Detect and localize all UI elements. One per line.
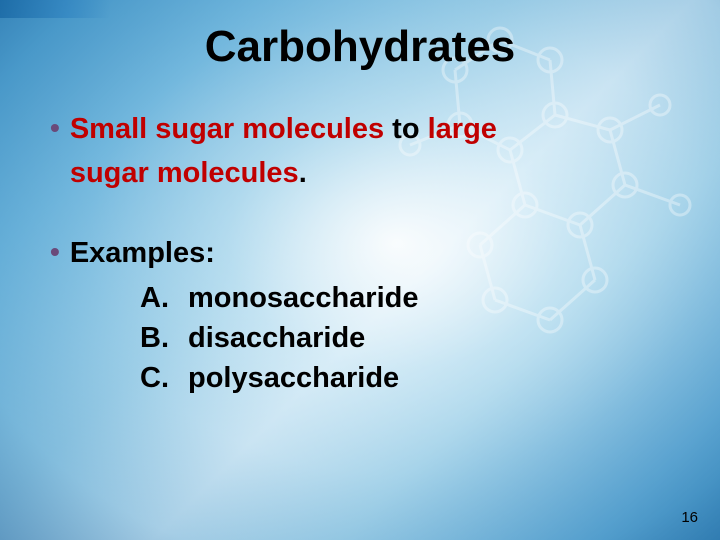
- bullet-1-text: Small sugar molecules to large: [70, 110, 497, 148]
- phrase-sugar-molecules: sugar molecules: [70, 157, 299, 189]
- example-a: A.monosaccharide: [140, 278, 670, 318]
- phrase-to: to: [384, 113, 428, 145]
- phrase-small-sugar: Small sugar molecules: [70, 113, 384, 145]
- bullet-1-cont: • sugar molecules.: [50, 154, 670, 192]
- example-letter: C.: [140, 358, 188, 398]
- phrase-large: large: [428, 113, 497, 145]
- example-letter: B.: [140, 318, 188, 358]
- example-text: monosaccharide: [188, 282, 418, 314]
- slide-title: Carbohydrates: [50, 22, 670, 72]
- example-text: disaccharide: [188, 322, 365, 354]
- bullet-dot: •: [50, 234, 60, 270]
- bullet-2: • Examples:: [50, 234, 670, 272]
- phrase-period: .: [299, 157, 307, 189]
- slide-content: Carbohydrates • Small sugar molecules to…: [0, 0, 720, 540]
- bullet-1-text-line2: sugar molecules.: [70, 154, 307, 192]
- bullet-1: • Small sugar molecules to large: [50, 110, 670, 148]
- page-number: 16: [681, 509, 698, 526]
- example-letter: A.: [140, 278, 188, 318]
- example-c: C.polysaccharide: [140, 358, 670, 398]
- example-b: B.disaccharide: [140, 318, 670, 358]
- example-text: polysaccharide: [188, 362, 399, 394]
- bullet-dot: •: [50, 110, 60, 146]
- examples-label: Examples:: [70, 234, 215, 272]
